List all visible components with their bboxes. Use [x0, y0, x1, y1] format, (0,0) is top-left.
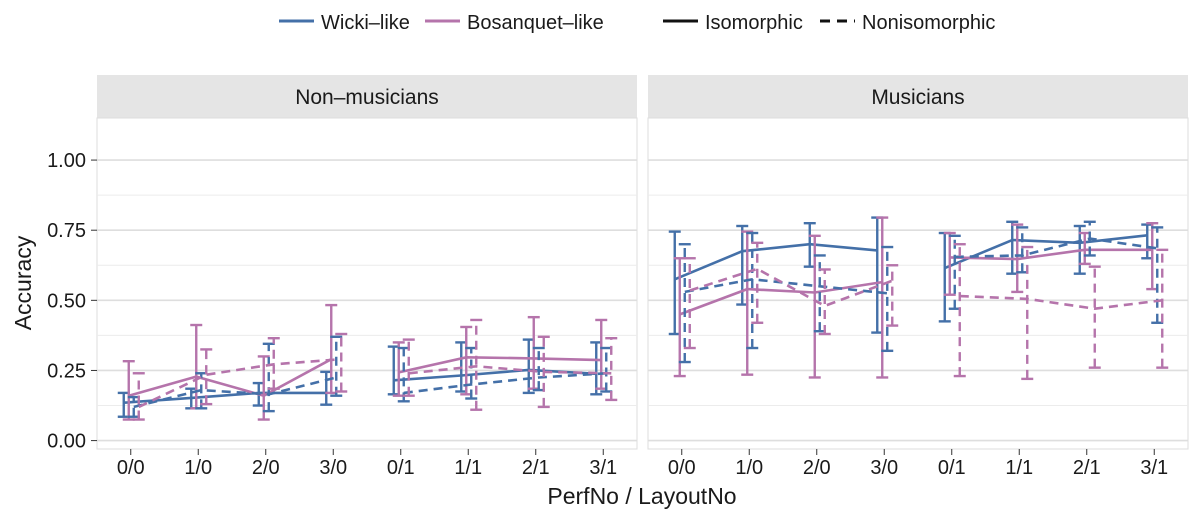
x-tick-label: 1/0	[735, 457, 763, 479]
legend-label-nonisomorphic: Nonisomorphic	[862, 12, 995, 34]
series-line	[398, 355, 602, 374]
error-bar	[262, 342, 275, 413]
error-bar	[1151, 226, 1164, 324]
strip-title: Musicians	[871, 86, 964, 109]
x-tick-label: 2/1	[522, 457, 550, 479]
x-tick-label: 3/1	[589, 457, 617, 479]
error-bar	[1088, 265, 1101, 369]
series	[678, 220, 1164, 364]
series-line	[408, 364, 612, 375]
series-line	[128, 358, 332, 398]
x-tick-label: 1/1	[1005, 457, 1033, 479]
series-line	[689, 267, 893, 308]
error-bar	[881, 245, 894, 353]
x-tick-label: 3/0	[870, 457, 898, 479]
y-tick-label: 0.25	[47, 360, 86, 382]
x-tick-label: 1/0	[184, 457, 212, 479]
x-tick-label: 3/0	[319, 457, 347, 479]
error-bar	[605, 336, 618, 402]
x-axis-musicians: 0/0 1/0 2/0 3/0 0/1 1/1 2/1 3/1	[668, 449, 1168, 479]
error-bar	[751, 241, 764, 324]
series-line	[684, 277, 888, 295]
legend-label-bosanquet: Bosanquet–like	[467, 12, 604, 34]
legend-label-isomorphic: Isomorphic	[705, 12, 803, 34]
x-tick-label: 2/0	[803, 457, 831, 479]
x-tick-label: 0/0	[668, 457, 696, 479]
series-line	[959, 294, 1163, 311]
error-bar	[808, 234, 821, 379]
error-bar	[1021, 245, 1034, 381]
error-bar	[335, 332, 348, 393]
error-bar	[953, 243, 966, 378]
series-line	[674, 242, 878, 281]
error-bar	[200, 348, 213, 406]
y-axis-title: Accuracy	[10, 235, 36, 330]
series	[673, 216, 1159, 379]
error-bar	[746, 231, 759, 350]
series-line	[403, 372, 607, 395]
error-bar	[683, 257, 696, 350]
error-bar	[402, 338, 415, 397]
legend-label-wicki: Wicki–like	[321, 12, 410, 34]
y-axis: 0.00 0.25 0.50 0.75 1.00	[47, 150, 97, 453]
error-bar	[886, 264, 899, 327]
y-tick-label: 0.50	[47, 290, 86, 312]
x-tick-label: 0/1	[938, 457, 966, 479]
series-line	[944, 234, 1148, 270]
error-bar	[678, 243, 691, 364]
x-tick-label: 1/1	[454, 457, 482, 479]
y-tick-label: 0.75	[47, 220, 86, 242]
series-line	[133, 376, 337, 409]
plot-area	[96, 117, 638, 450]
error-bar	[1156, 248, 1169, 369]
x-tick-label: 0/1	[387, 457, 415, 479]
series-line	[679, 280, 883, 316]
panel-non-musicians: Non–musicians	[96, 75, 638, 450]
error-bar	[257, 355, 270, 421]
x-axis-non-musicians: 0/0 1/0 2/0 3/0 0/1 1/1 2/1 3/1	[117, 449, 617, 479]
strip-background	[97, 75, 637, 118]
x-axis-title: PerfNo / LayoutNo	[547, 483, 736, 509]
x-tick-label: 3/1	[1140, 457, 1168, 479]
series	[122, 303, 608, 421]
plot-area	[647, 117, 1189, 450]
strip-background	[648, 75, 1188, 118]
legend: Wicki–like Bosanquet–like Isomorphic Non…	[279, 12, 995, 34]
series-line	[949, 248, 1153, 261]
x-tick-label: 2/1	[1073, 457, 1101, 479]
error-bar	[330, 335, 343, 397]
panel-musicians: Musicians	[647, 75, 1189, 450]
error-bar	[943, 231, 956, 296]
x-tick-label: 0/0	[117, 457, 145, 479]
series-line	[954, 237, 1158, 259]
series-line	[138, 357, 342, 409]
y-tick-label: 1.00	[47, 150, 86, 172]
error-bar	[132, 372, 145, 421]
series	[683, 241, 1169, 381]
series-line	[123, 391, 327, 404]
x-tick-label: 2/0	[252, 457, 280, 479]
error-bar	[818, 268, 831, 336]
error-bar	[470, 318, 483, 411]
strip-title: Non–musicians	[295, 86, 439, 109]
error-bar	[741, 230, 754, 376]
y-tick-label: 0.00	[47, 431, 86, 453]
error-bar	[267, 336, 280, 390]
series	[132, 318, 618, 421]
